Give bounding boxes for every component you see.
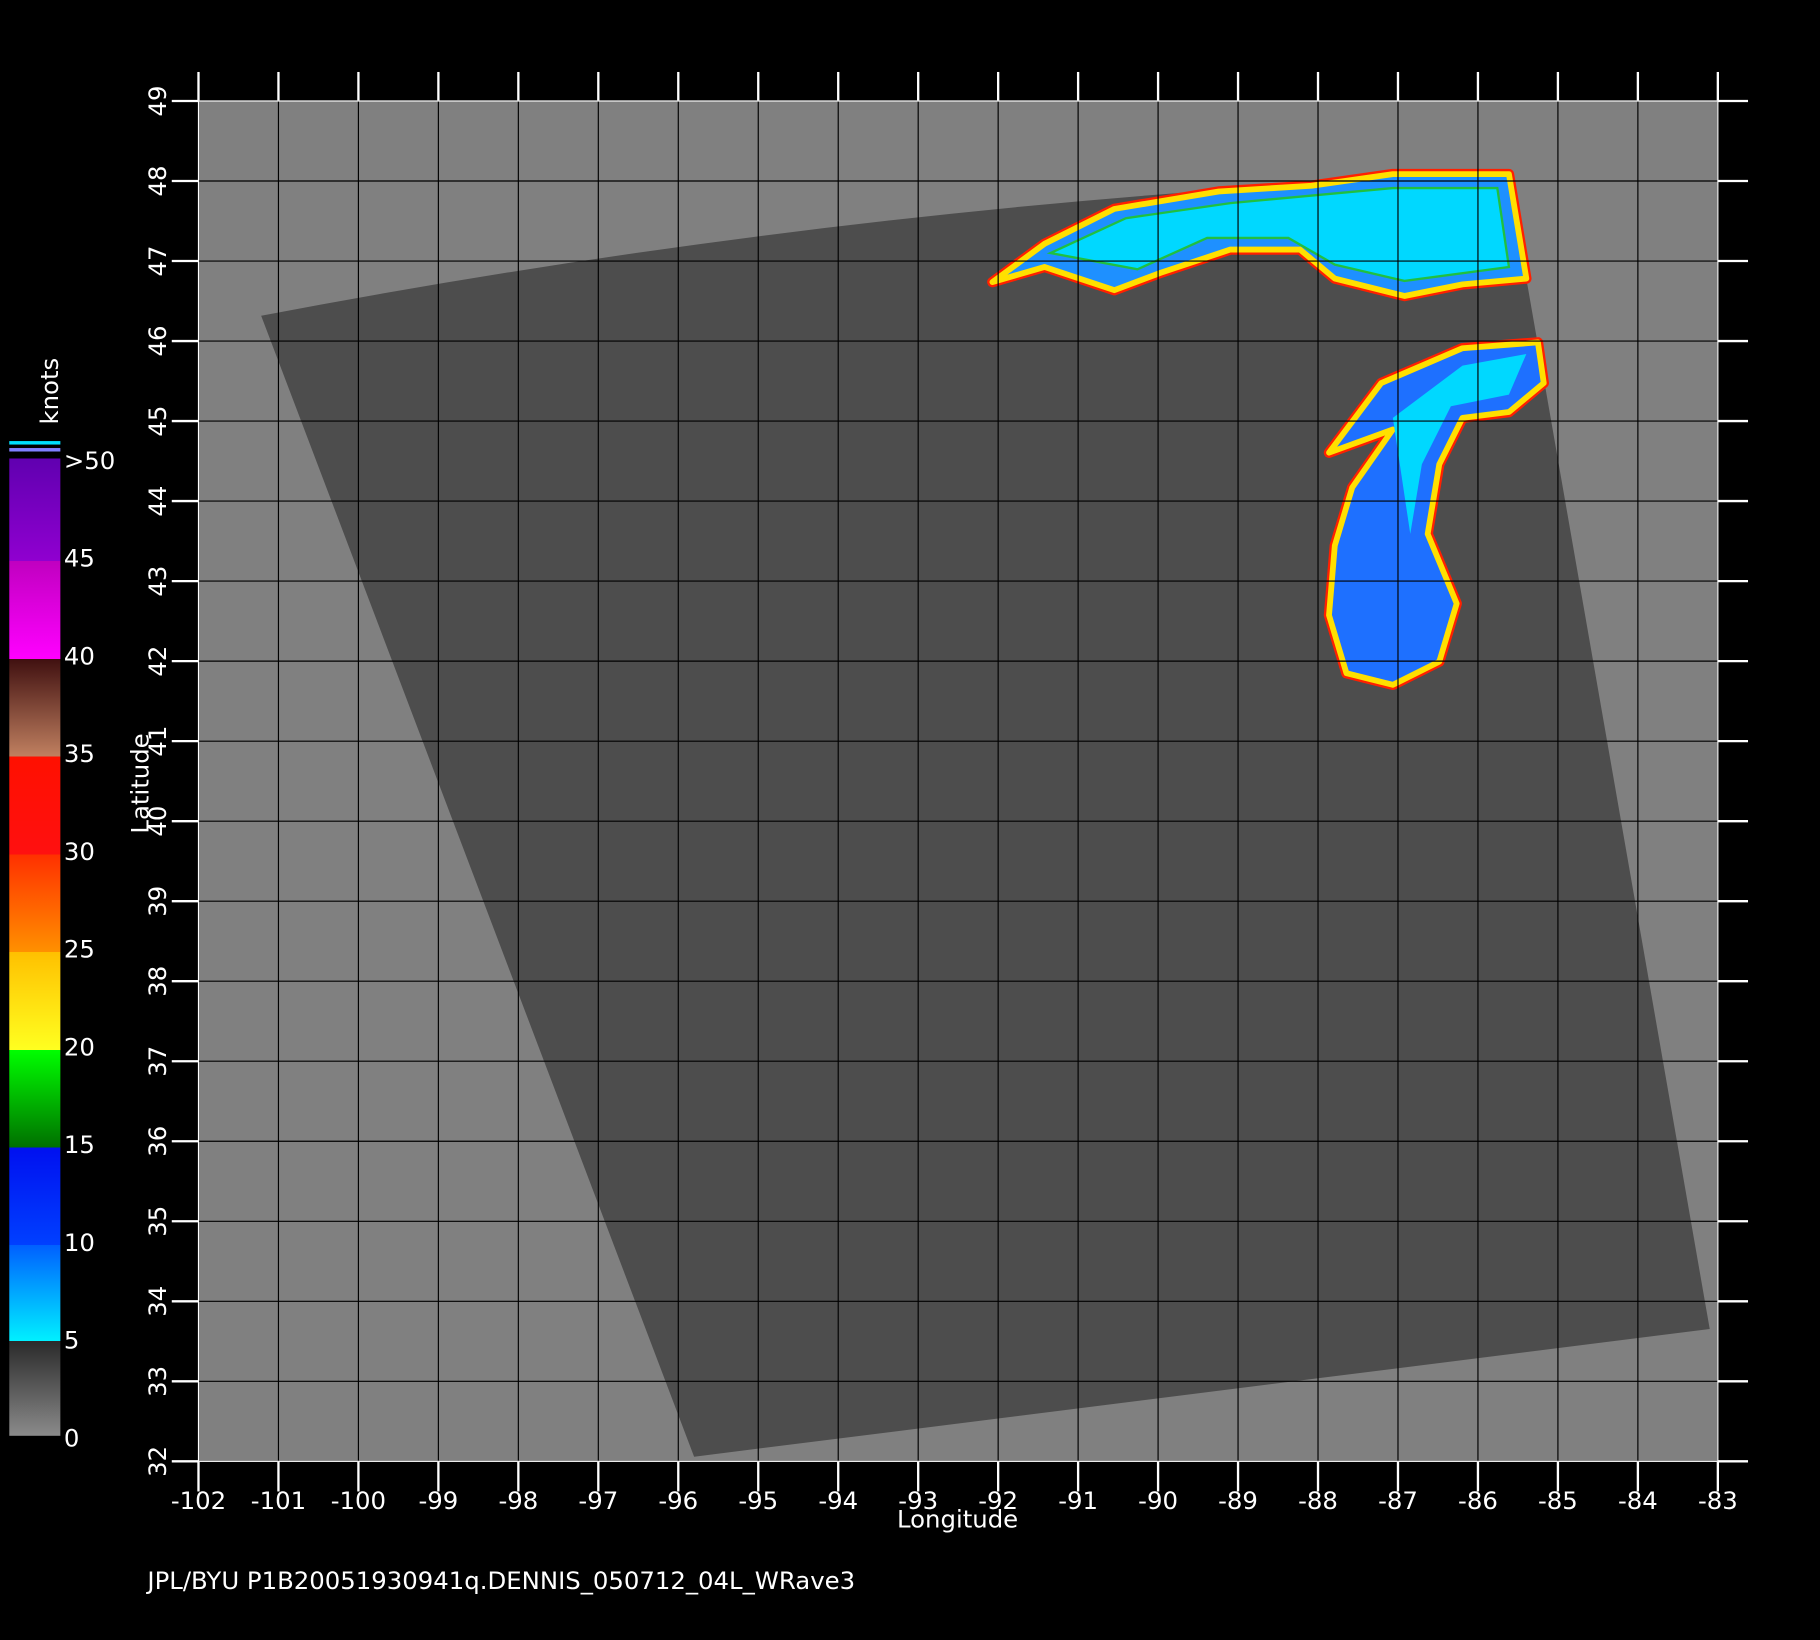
x-tick-label: -96 [658, 1486, 698, 1515]
x-tick-label: -90 [1138, 1486, 1178, 1515]
x-tick-label: -102 [171, 1486, 226, 1515]
colorbar-cap [9, 441, 61, 445]
x-tick-label: -92 [978, 1486, 1018, 1515]
y-tick-label: 41 [143, 726, 172, 757]
x-tick-label: -85 [1538, 1486, 1578, 1515]
x-tick-label: -89 [1218, 1486, 1258, 1515]
colorbar-tick-label: 20 [64, 1032, 95, 1061]
y-tick-label: 33 [143, 1366, 172, 1397]
colorbar-tick-label: 10 [64, 1228, 95, 1257]
colorbar-label: knots [35, 358, 64, 425]
footer: JPL/BYU P1B20051930941q.DENNIS_050712_04… [145, 1566, 855, 1595]
y-tick-label: 49 [143, 85, 172, 116]
x-tick-label: -86 [1458, 1486, 1498, 1515]
colorbar-cap [9, 448, 61, 452]
x-tick-label: -94 [818, 1486, 858, 1515]
colorbar-tick-label: 40 [64, 641, 95, 670]
colorbar [9, 458, 61, 1436]
y-tick-label: 39 [143, 886, 172, 917]
x-tick-label: -88 [1298, 1486, 1338, 1515]
colorbar-tick-label: 5 [64, 1326, 79, 1355]
x-tick-label: -99 [418, 1486, 458, 1515]
lake-michigan [1323, 337, 1549, 691]
colorbar-tick-label: >50 [64, 446, 115, 475]
y-tick-label: 40 [143, 806, 172, 837]
x-tick-label: -98 [498, 1486, 538, 1515]
x-tick-label: -93 [898, 1486, 938, 1515]
y-tick-label: 45 [143, 406, 172, 437]
y-tick-label: 43 [143, 566, 172, 597]
colorbar-tick-label: 30 [64, 837, 95, 866]
y-tick-label: 44 [143, 486, 172, 517]
colorbar-tick-label: 25 [64, 935, 95, 964]
x-tick-label: -83 [1698, 1486, 1738, 1515]
y-tick-label: 48 [143, 166, 172, 197]
colorbar-tick-label: 35 [64, 739, 95, 768]
x-tick-label: -91 [1058, 1486, 1098, 1515]
colorbar-tick-label: 15 [64, 1130, 95, 1159]
x-tick-label: -95 [738, 1486, 778, 1515]
y-tick-label: 34 [143, 1286, 172, 1317]
colorbar-ticks: 0 5 10 15 20 25 30 35 40 45 >50 [64, 446, 115, 1452]
axes: -102 -101 -100 -99 -98 -97 -96 -95 -94 -93 -92 -91 -… [143, 71, 1749, 1515]
colorbar-tick-label: 0 [64, 1423, 79, 1452]
scaled-frame: -102 -101 -100 -99 -98 -97 -96 -95 -94 -93 -92 -91 -… [9, 71, 1749, 1595]
y-tick-label: 42 [143, 646, 172, 677]
y-tick-label: 38 [143, 966, 172, 997]
x-tick-label: -101 [251, 1486, 306, 1515]
colorbar-tick-label: 45 [64, 544, 95, 573]
x-tick-label: -84 [1618, 1486, 1658, 1515]
x-tick-label: -87 [1378, 1486, 1418, 1515]
y-tick-label: 36 [143, 1126, 172, 1157]
plot-frame [197, 100, 1719, 1462]
y-tick-label: 47 [143, 246, 172, 277]
y-tick-label: 32 [143, 1446, 172, 1477]
lake-superior [987, 168, 1532, 302]
x-tick-label: -100 [331, 1486, 386, 1515]
x-axis-label: Longitude [897, 1505, 1018, 1534]
y-tick-label: 46 [143, 326, 172, 357]
y-tick-label: 37 [143, 1046, 172, 1077]
y-axis-label: Latitude [126, 733, 155, 833]
x-tick-label: -97 [578, 1486, 618, 1515]
y-tick-label: 35 [143, 1206, 172, 1237]
